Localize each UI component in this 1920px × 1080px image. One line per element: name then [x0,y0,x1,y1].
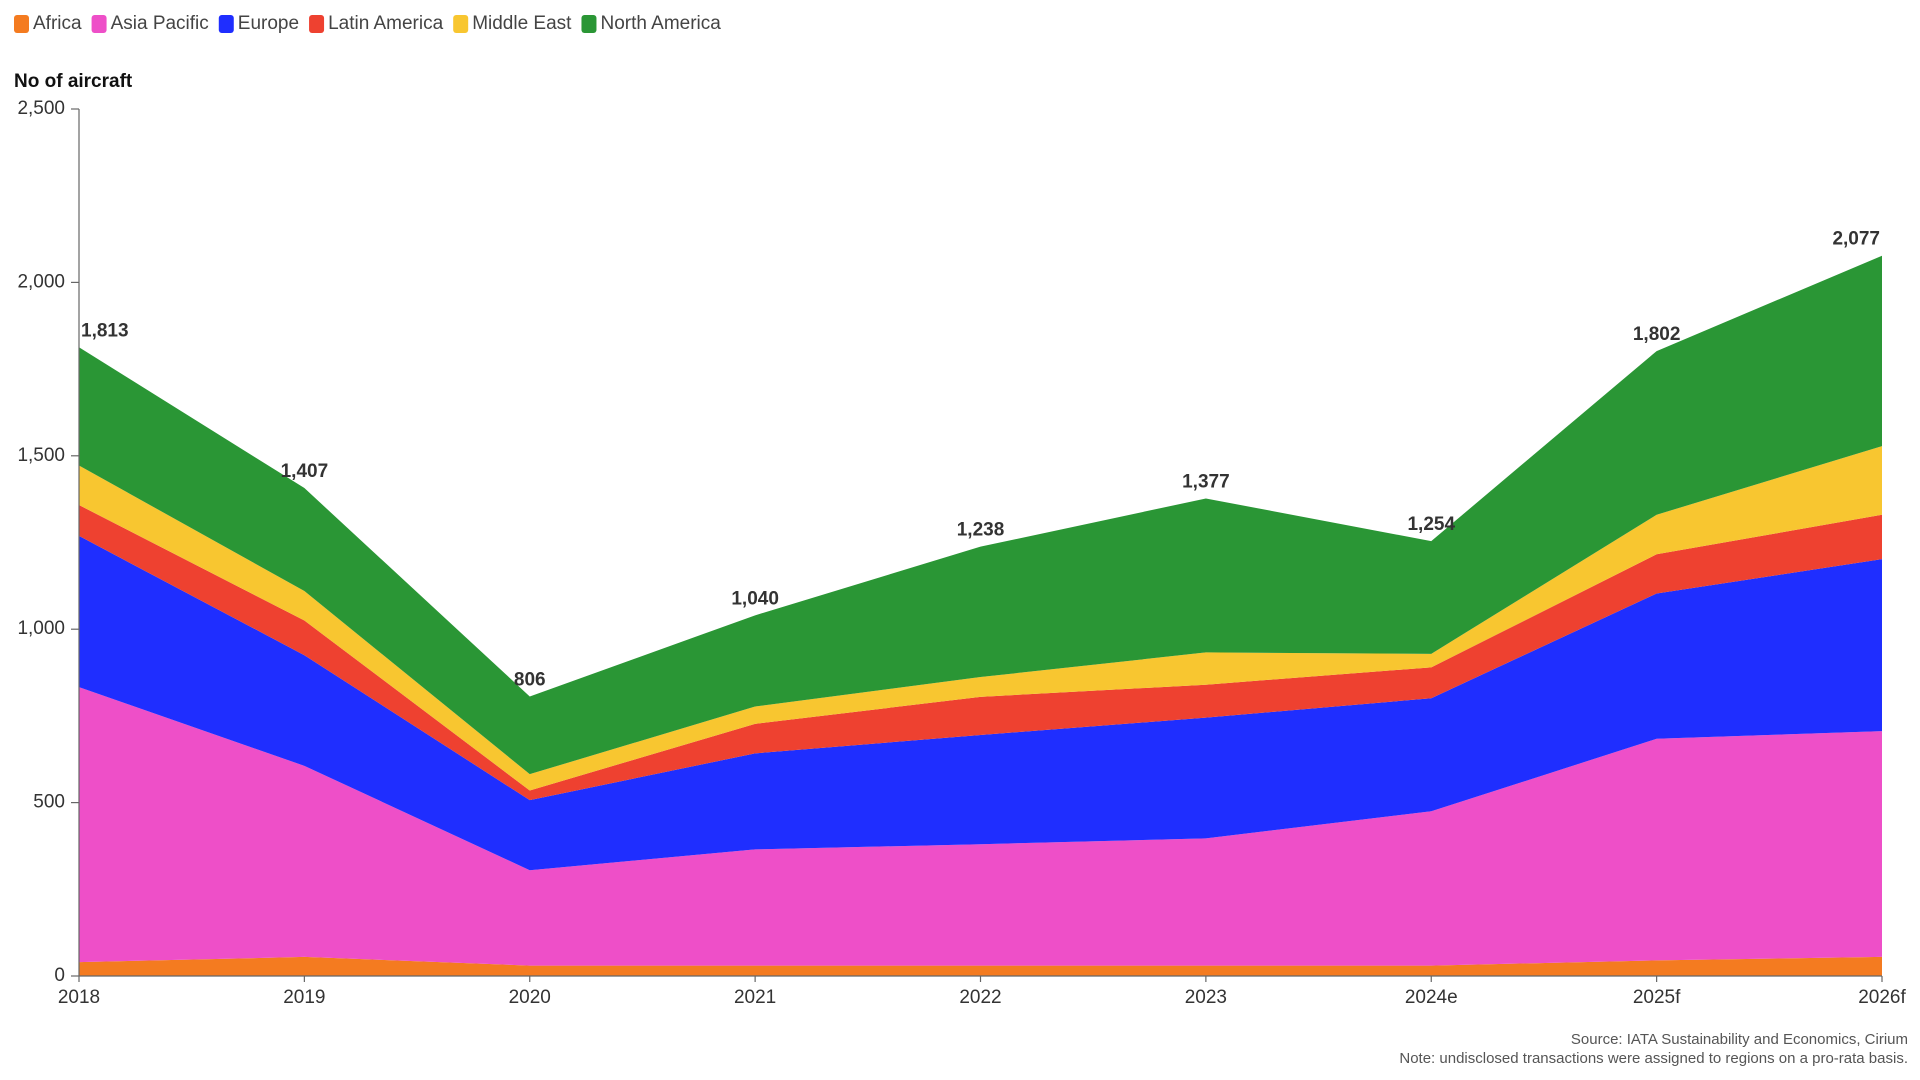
total-label: 1,813 [81,320,129,341]
legend-label: Africa [33,13,82,34]
area [79,535,1882,871]
area [79,255,1882,775]
y-tick-label: 2,000 [17,271,65,292]
legend-label: North America [600,13,721,34]
total-label: 1,377 [1182,471,1230,492]
source: Source: IATA Sustainability and Economic… [1571,1031,1908,1048]
legend-label: Middle East [472,13,572,34]
area [79,956,1882,976]
y-tick-label: 1,000 [17,618,65,639]
y-tick-label: 0 [54,965,65,986]
legend-swatch [91,15,107,33]
y-axis-title: No of aircraft [14,71,133,92]
note: Note: undisclosed transactions were assi… [1399,1050,1908,1067]
legend-label: Europe [238,13,299,34]
total-label: 1,254 [1407,514,1455,535]
total-label: 2,077 [1832,229,1880,250]
total-label: 806 [514,669,546,690]
legend-swatch [309,15,325,33]
x-tick-label: 2024e [1405,987,1458,1008]
legend-swatch [218,15,234,33]
x-tick-label: 2022 [959,987,1001,1008]
total-label: 1,238 [957,520,1005,541]
x-tick-label: 2025f [1633,987,1681,1008]
total-label: 1,407 [281,461,329,482]
area [79,687,1882,966]
legend-swatch [453,15,469,33]
x-tick-label: 2023 [1185,987,1227,1008]
x-tick-label: 2019 [283,987,325,1008]
legend-label: Asia Pacific [111,13,209,34]
y-tick-label: 2,500 [17,98,65,119]
area [79,505,1882,801]
x-tick-label: 2018 [58,987,100,1008]
legend-label: Latin America [328,13,444,34]
legend-swatch [581,15,597,33]
area [79,446,1882,791]
x-tick-label: 2021 [734,987,776,1008]
x-tick-label: 2020 [509,987,551,1008]
total-label: 1,040 [731,588,779,609]
y-tick-label: 1,500 [17,445,65,466]
total-label: 1,802 [1633,324,1681,345]
x-tick-label: 2026f [1858,987,1906,1008]
y-tick-label: 500 [33,792,65,813]
legend-swatch [14,15,29,33]
